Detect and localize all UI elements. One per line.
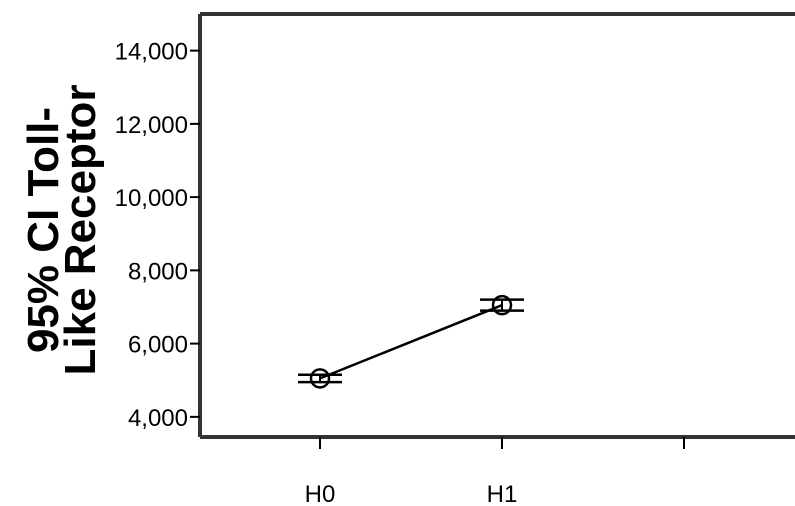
y-ticks: 4,000 6,000 8,000 10,000 12,000 14,000 [115,39,200,432]
y-tick-label: 6,000 [128,332,188,359]
y-tick-label: 4,000 [128,405,188,432]
y-tick-label: 10,000 [115,185,188,212]
series [298,294,524,389]
y-tick-label: 8,000 [128,258,188,285]
x-ticks: H0 H1 [305,437,685,506]
axes [198,12,795,439]
series-line [319,303,503,380]
mean-marker [491,294,513,316]
y-axis-label-line-1: 95% CI Toll- [19,107,68,353]
y-tick-label: 12,000 [115,112,188,139]
y-tick-label: 14,000 [115,39,188,66]
x-tick-label: H0 [305,481,336,506]
x-tick-label: H1 [487,481,518,506]
mean-marker [309,368,331,389]
y-axis-label-line-2: Like Receptor [56,85,105,376]
